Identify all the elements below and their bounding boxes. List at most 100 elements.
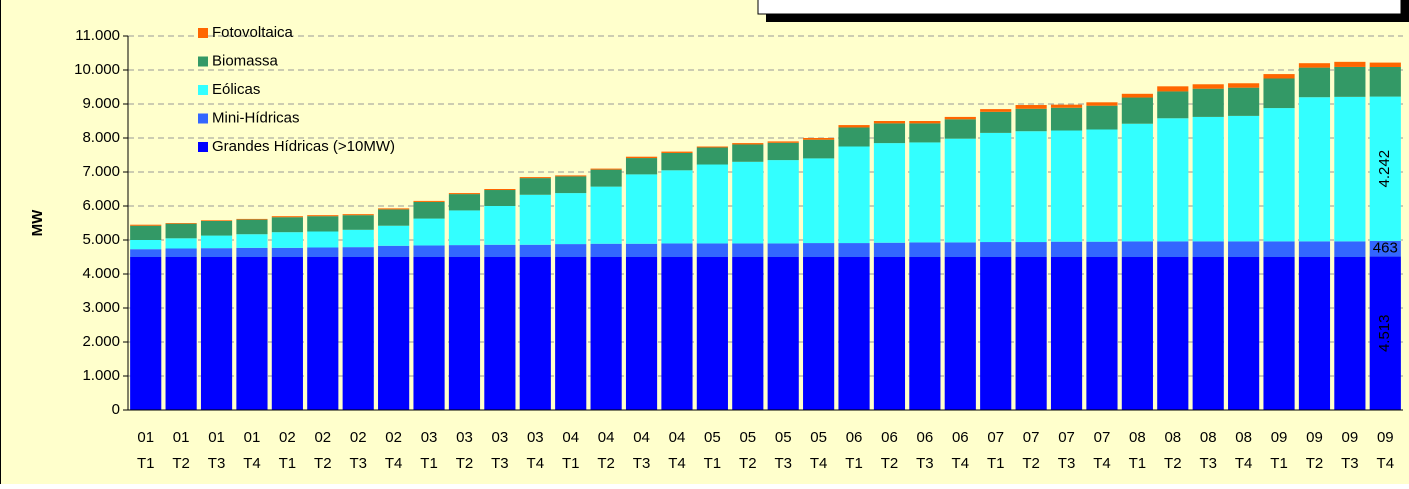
x-tick-label: T4 bbox=[952, 455, 970, 472]
bar-segment bbox=[909, 121, 941, 124]
bar-segment bbox=[732, 161, 764, 244]
x-tick-label: 03 bbox=[527, 429, 544, 446]
x-tick-label: 02 bbox=[350, 429, 367, 446]
bar-segment bbox=[484, 190, 516, 206]
bar-segment bbox=[980, 111, 1012, 133]
x-tick-label: 03 bbox=[421, 429, 438, 446]
bar-segment bbox=[1121, 97, 1153, 124]
bar-segment bbox=[944, 116, 976, 120]
bar-segment bbox=[803, 257, 835, 410]
bar-segment bbox=[1228, 87, 1260, 116]
bar-segment bbox=[1157, 91, 1189, 119]
x-tick-label: T2 bbox=[739, 455, 757, 472]
bar-segment bbox=[767, 257, 799, 410]
y-tick-label: 3.000 bbox=[82, 299, 120, 316]
legend-label: Mini-Hídricas bbox=[212, 109, 300, 126]
x-tick-label: 01 bbox=[137, 429, 154, 446]
x-tick-label: T2 bbox=[1164, 455, 1182, 472]
bar-segment bbox=[767, 141, 799, 143]
bar-segment bbox=[1192, 241, 1224, 257]
bar-segment bbox=[909, 242, 941, 257]
bar-segment bbox=[803, 138, 835, 140]
bar-segment bbox=[803, 158, 835, 244]
bar-segment bbox=[1121, 241, 1153, 257]
x-tick-label: 09 bbox=[1306, 429, 1323, 446]
x-tick-label: 07 bbox=[1023, 429, 1040, 446]
bar-segment bbox=[1369, 256, 1401, 410]
bar-segment bbox=[1228, 115, 1260, 242]
bar-segment bbox=[1050, 130, 1083, 242]
bar-segment bbox=[236, 219, 268, 235]
bar-segment bbox=[413, 200, 445, 202]
x-tick-label: 04 bbox=[669, 429, 686, 446]
bar-segment bbox=[413, 245, 445, 257]
bar-segment bbox=[130, 257, 162, 410]
bar-segment bbox=[307, 216, 339, 232]
data-label: 4.242 bbox=[1376, 150, 1393, 188]
x-tick-label: T1 bbox=[562, 455, 580, 472]
bar-segment bbox=[1121, 93, 1153, 98]
bar-segment bbox=[448, 194, 481, 211]
bar-segment bbox=[307, 247, 339, 257]
bar-segment bbox=[200, 220, 233, 236]
y-tick-label: 11.000 bbox=[75, 27, 120, 44]
bar-segment bbox=[307, 215, 339, 217]
x-tick-label: T3 bbox=[916, 455, 934, 472]
x-tick-label: 02 bbox=[385, 429, 402, 446]
bar-segment bbox=[236, 247, 268, 257]
bar-segment bbox=[661, 257, 693, 410]
bar-segment bbox=[696, 164, 728, 244]
bar-segment bbox=[732, 243, 764, 257]
x-tick-label: T1 bbox=[1270, 455, 1288, 472]
bar-segment bbox=[1015, 131, 1047, 243]
bar-segment bbox=[696, 146, 728, 148]
legend-label: Grandes Hídricas (>10MW) bbox=[212, 138, 395, 155]
y-tick-label: 6.000 bbox=[82, 197, 120, 214]
bar-segment bbox=[625, 158, 658, 175]
x-tick-label: T4 bbox=[1093, 455, 1111, 472]
bar-segment bbox=[448, 257, 481, 410]
x-tick-label: T4 bbox=[668, 455, 686, 472]
bar-segment bbox=[944, 257, 976, 410]
bar-segment bbox=[342, 247, 374, 257]
x-tick-label: 09 bbox=[1377, 429, 1394, 446]
bar-segment bbox=[980, 257, 1012, 410]
bar-segment bbox=[1086, 129, 1118, 242]
x-tick-label: 08 bbox=[1200, 429, 1217, 446]
x-tick-label: 08 bbox=[1164, 429, 1181, 446]
bar-segment bbox=[1050, 257, 1083, 410]
bar-segment bbox=[130, 240, 162, 250]
bar-segment bbox=[484, 244, 516, 257]
bar-segment bbox=[307, 231, 339, 248]
x-tick-label: T4 bbox=[1377, 455, 1395, 472]
bar-segment bbox=[555, 257, 587, 410]
bar-segment bbox=[1157, 118, 1189, 242]
x-tick-label: T4 bbox=[1235, 455, 1253, 472]
x-tick-label: 09 bbox=[1271, 429, 1288, 446]
bar-segment bbox=[803, 243, 835, 257]
x-tick-label: 02 bbox=[279, 429, 296, 446]
data-label: 4.513 bbox=[1376, 315, 1393, 353]
bar-segment bbox=[378, 245, 410, 257]
bar-segment bbox=[1157, 86, 1189, 92]
x-tick-label: T1 bbox=[1129, 455, 1147, 472]
bar-segment bbox=[1263, 74, 1295, 79]
bar-segment bbox=[236, 257, 268, 410]
bar-segment bbox=[909, 123, 941, 143]
bar-segment bbox=[519, 257, 551, 410]
x-tick-label: 04 bbox=[562, 429, 579, 446]
x-tick-label: 03 bbox=[492, 429, 509, 446]
bar-segment bbox=[732, 143, 764, 145]
x-tick-label: 07 bbox=[987, 429, 1004, 446]
bar-segment bbox=[661, 170, 693, 244]
legend-label: Biomassa bbox=[212, 52, 279, 69]
x-tick-label: T2 bbox=[881, 455, 899, 472]
bar-segment bbox=[1228, 241, 1260, 257]
legend-swatch bbox=[198, 113, 208, 124]
bar-segment bbox=[625, 257, 658, 410]
bar-segment bbox=[625, 243, 658, 257]
y-tick-label: 5.000 bbox=[82, 231, 120, 248]
bar-segment bbox=[519, 244, 551, 257]
x-tick-label: T3 bbox=[774, 455, 792, 472]
bar-segment bbox=[1050, 241, 1083, 257]
